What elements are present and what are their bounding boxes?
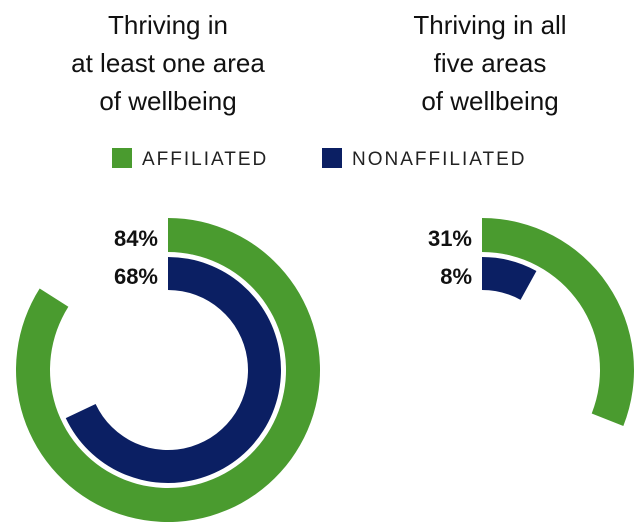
value-label: 31%	[428, 226, 472, 251]
legend-swatch	[322, 148, 342, 168]
radial-bar	[482, 218, 634, 426]
value-label: 8%	[440, 264, 472, 289]
legend-label: AFFILIATED	[142, 149, 268, 170]
legend-label: NONAFFILIATED	[352, 149, 527, 170]
panel-title: Thriving in at least one area of wellbei…	[71, 10, 265, 116]
radial-bar	[482, 257, 537, 300]
value-label: 68%	[114, 264, 158, 289]
panel-title: Thriving in all five areas of wellbeing	[413, 10, 567, 116]
value-label: 84%	[114, 226, 158, 251]
radial-bar	[65, 257, 281, 484]
legend-swatch	[112, 148, 132, 168]
